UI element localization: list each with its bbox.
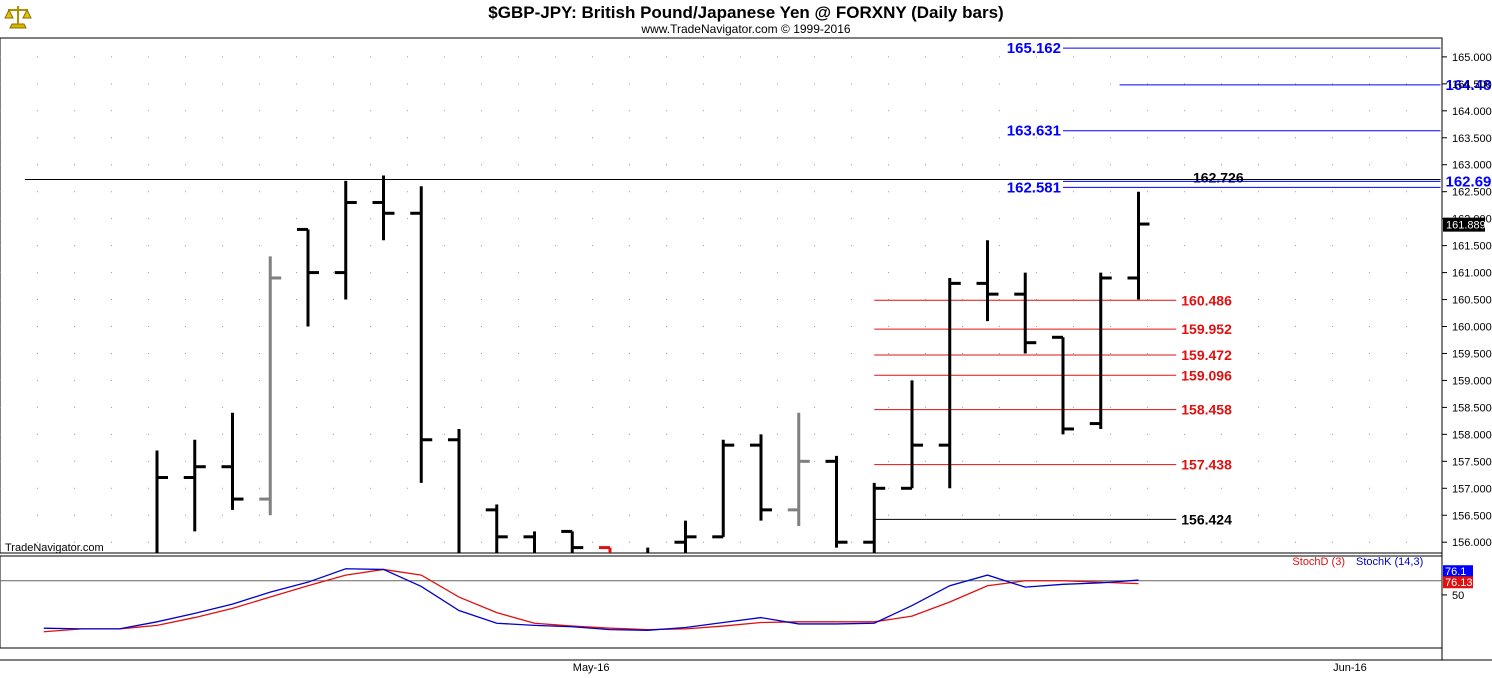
price-tick-label: 163.500	[1452, 133, 1492, 145]
price-tick-label: 162.500	[1452, 187, 1492, 199]
time-axis: May-16 Jun-16	[573, 662, 1367, 674]
ohlc-bar	[155, 450, 168, 553]
ohlc-bar	[976, 240, 999, 322]
ohlc-bar	[410, 186, 433, 483]
ohlc-bar	[448, 428, 461, 553]
ohlc-bar	[599, 546, 612, 553]
level-label: 159.952	[1181, 321, 1232, 337]
ohlc-bar	[750, 434, 772, 521]
price-tick-label: 165.000	[1452, 52, 1492, 64]
price-axis: 165.000 164.500 164.000 163.500 163.000 162.5…	[1442, 52, 1492, 549]
price-tick-label: 160.500	[1452, 295, 1492, 307]
ohlc-bar	[863, 482, 886, 553]
stoch-k-line	[43, 568, 1139, 631]
last-price-label: 161.889	[1446, 220, 1486, 232]
level-label: 156.424	[1181, 511, 1232, 527]
stoch-d-badge	[1443, 576, 1473, 589]
stochastic-panel	[0, 555, 1443, 649]
ohlc-bar	[372, 175, 395, 241]
stoch-k-badge-label: 76.1	[1445, 566, 1466, 578]
watermark: TradeNavigator.com	[5, 542, 104, 554]
price-tick-label: 156.000	[1452, 537, 1492, 549]
price-tick-label: 157.500	[1452, 456, 1492, 468]
ohlc-bar	[825, 455, 848, 548]
level-label: 162.581	[1007, 179, 1061, 196]
price-tick-label: 164.000	[1452, 106, 1492, 118]
price-tick-label: 158.500	[1452, 402, 1492, 414]
chart-title: $GBP-JPY: British Pound/Japanese Yen @ F…	[488, 3, 1003, 22]
time-tick-label: Jun-16	[1333, 662, 1367, 674]
level-label: 162.726	[1193, 170, 1244, 186]
stoch-tick-label: 50	[1452, 590, 1464, 602]
ohlc-bar	[259, 256, 282, 516]
ohlc-bar	[561, 529, 584, 553]
level-label: 159.096	[1181, 367, 1232, 383]
level-label: 162.692	[1446, 173, 1492, 190]
ohlc-bar	[183, 439, 206, 532]
ohlc-bar	[901, 380, 923, 490]
stoch-d-line	[43, 568, 1139, 633]
level-label: 159.472	[1181, 347, 1232, 363]
logo-icon	[4, 2, 32, 32]
ohlc-bar	[1014, 272, 1037, 354]
ohlc-bar	[221, 412, 244, 510]
ohlc-bar	[297, 227, 319, 327]
stoch-k-badge	[1443, 565, 1473, 578]
price-tick-label: 161.500	[1452, 241, 1492, 253]
level-label: 163.631	[1007, 123, 1061, 140]
ohlc-bar	[1127, 191, 1150, 300]
stoch-d-badge-label: 76.13	[1445, 577, 1473, 589]
ohlc-bar	[334, 180, 357, 300]
time-tick-label: May-16	[573, 662, 610, 674]
ohlc-bar	[938, 277, 961, 489]
price-tick-label: 159.500	[1452, 348, 1492, 360]
chart-subtitle: www.TradeNavigator.com © 1999-2016	[640, 22, 850, 36]
price-tick-label: 156.500	[1452, 510, 1492, 522]
level-label: 157.438	[1181, 457, 1232, 473]
ohlc-bar	[485, 504, 508, 553]
price-tick-label: 161.000	[1452, 268, 1492, 280]
level-label: 160.486	[1181, 292, 1232, 308]
price-tick-label: 157.000	[1452, 483, 1492, 495]
price-tick-label: 158.000	[1452, 429, 1492, 441]
ohlc-bar	[674, 520, 697, 553]
level-label: 158.458	[1181, 402, 1232, 418]
price-tick-label: 163.000	[1452, 160, 1492, 172]
ohlc-bar	[523, 531, 536, 553]
last-price-badge	[1443, 217, 1485, 232]
ohlc-bar	[712, 439, 735, 539]
price-tick-label: 164.500	[1452, 79, 1492, 91]
level-label: 164.480	[1446, 77, 1492, 94]
level-label: 165.162	[1007, 40, 1061, 57]
price-tick-label: 160.000	[1452, 322, 1492, 334]
stoch-legend-k: StochK (14,3)	[1356, 556, 1423, 568]
ohlc-bar	[787, 412, 810, 527]
stoch-legend-d: StochD (3)	[1292, 556, 1345, 568]
price-tick-label: 159.000	[1452, 375, 1492, 387]
ohlc-bar	[1052, 335, 1074, 435]
ohlc-bar	[1089, 272, 1112, 429]
